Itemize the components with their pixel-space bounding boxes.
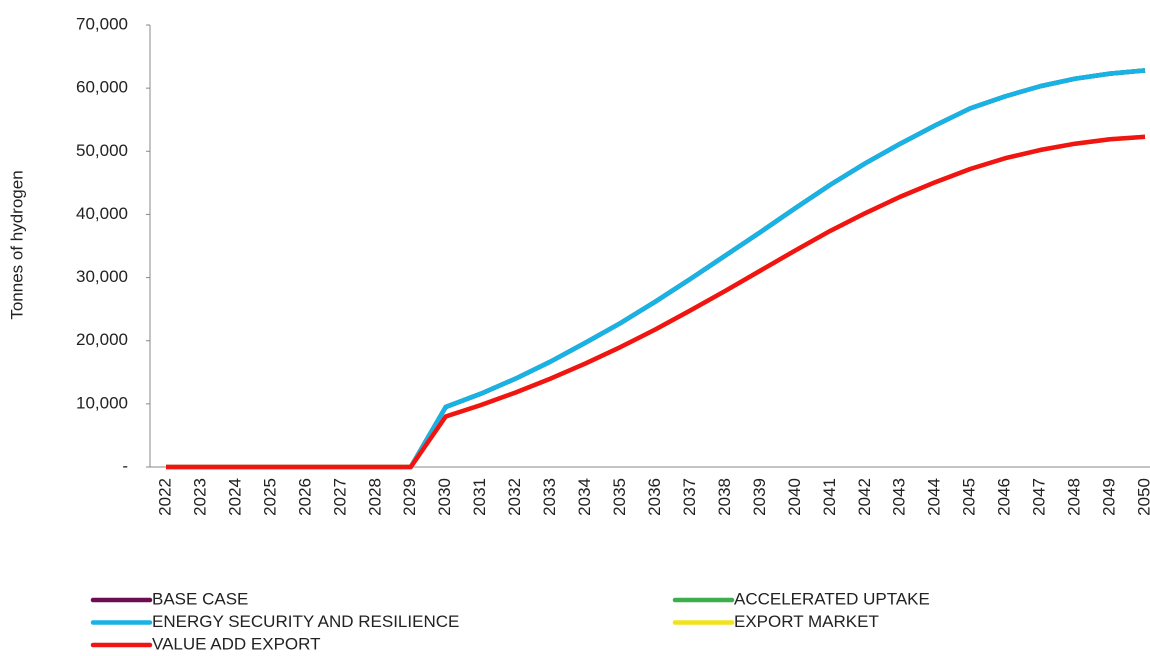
x-tick-label: 2030 [435, 478, 454, 516]
y-tick-label: 50,000 [76, 141, 128, 160]
y-tick-label: - [122, 456, 128, 475]
x-tick-label: 2049 [1100, 478, 1119, 516]
x-tick-label: 2039 [750, 478, 769, 516]
x-tick-label: 2025 [260, 478, 279, 516]
legend-label: ENERGY SECURITY AND RESILIENCE [152, 612, 459, 631]
x-tick-label: 2024 [225, 478, 244, 516]
legend-label: BASE CASE [152, 589, 248, 608]
legend-label: VALUE ADD EXPORT [152, 634, 320, 653]
x-tick-label: 2047 [1030, 478, 1049, 516]
x-tick-label: 2036 [645, 478, 664, 516]
x-tick-label: 2040 [785, 478, 804, 516]
y-tick-label: 30,000 [76, 267, 128, 286]
x-tick-label: 2031 [470, 478, 489, 516]
x-tick-label: 2041 [820, 478, 839, 516]
series-line [166, 134, 1146, 470]
x-tick-label: 2028 [365, 478, 384, 516]
x-tick-label: 2034 [575, 478, 594, 516]
x-tick-label: 2044 [925, 478, 944, 516]
x-tick-label: 2033 [540, 478, 559, 516]
x-tick-label: 2027 [330, 478, 349, 516]
x-tick-label: 2026 [295, 478, 314, 516]
x-tick-label: 2038 [715, 478, 734, 516]
y-tick-label: 70,000 [76, 14, 128, 33]
series-line [166, 68, 1146, 470]
x-tick-label: 2029 [400, 478, 419, 516]
series-line [166, 68, 1146, 470]
x-tick-label: 2048 [1065, 478, 1084, 516]
legend-label: ACCELERATED UPTAKE [734, 589, 930, 608]
y-tick-label: 20,000 [76, 330, 128, 349]
y-tick-label: 10,000 [76, 393, 128, 412]
x-tick-label: 2043 [890, 478, 909, 516]
y-tick-label: 60,000 [76, 78, 128, 97]
x-tick-label: 2037 [680, 478, 699, 516]
x-tick-label: 2023 [190, 478, 209, 516]
y-tick-label: 40,000 [76, 204, 128, 223]
legend-label: EXPORT MARKET [734, 612, 879, 631]
y-axis-label: Tonnes of hydrogen [7, 170, 26, 319]
x-tick-label: 2022 [155, 478, 174, 516]
x-tick-label: 2032 [505, 478, 524, 516]
series-line [166, 68, 1146, 470]
x-tick-label: 2045 [960, 478, 979, 516]
x-tick-label: 2050 [1134, 478, 1150, 516]
x-tick-label: 2046 [995, 478, 1014, 516]
x-tick-label: 2042 [855, 478, 874, 516]
x-tick-label: 2035 [610, 478, 629, 516]
